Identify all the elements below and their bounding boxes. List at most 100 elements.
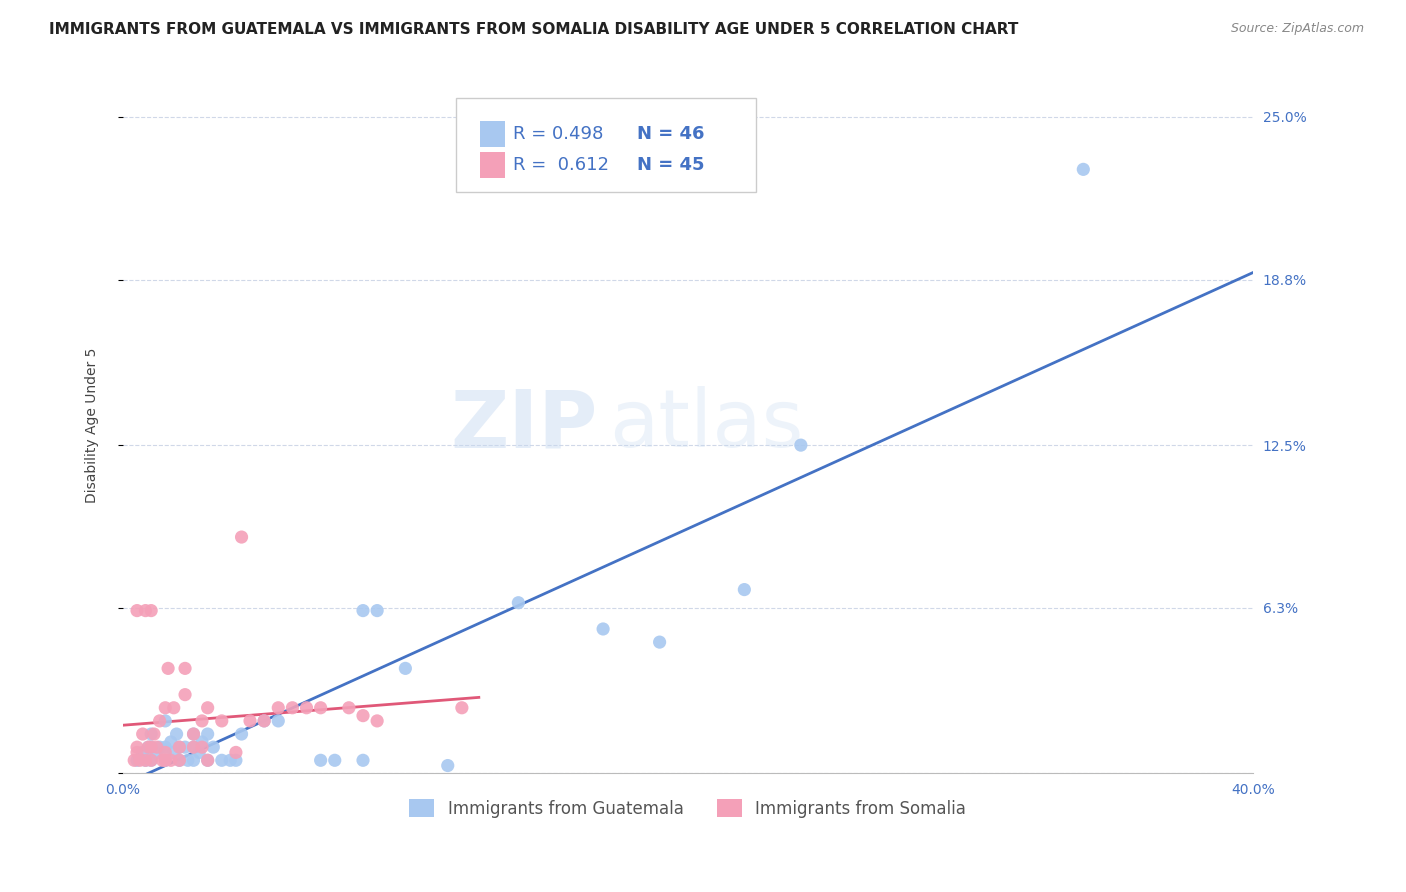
Point — [191, 740, 214, 755]
Point — [183, 753, 205, 767]
Point — [197, 727, 219, 741]
Point — [267, 714, 290, 728]
Y-axis label: Disability Age Under 5: Disability Age Under 5 — [86, 348, 100, 503]
Point — [231, 530, 253, 544]
Point — [451, 700, 474, 714]
Point — [134, 753, 156, 767]
Point — [163, 746, 186, 760]
Point — [790, 438, 813, 452]
Point — [183, 727, 205, 741]
Point — [183, 727, 205, 741]
Point — [155, 753, 177, 767]
Legend: Immigrants from Guatemala, Immigrants from Somalia: Immigrants from Guatemala, Immigrants fr… — [402, 793, 973, 824]
Point — [352, 708, 374, 723]
Text: N = 46: N = 46 — [637, 125, 704, 143]
Text: R =  0.612: R = 0.612 — [513, 156, 609, 174]
Point — [155, 746, 177, 760]
FancyBboxPatch shape — [479, 120, 505, 147]
Point — [141, 740, 163, 755]
Point — [131, 727, 153, 741]
Point — [733, 582, 755, 597]
Point — [197, 753, 219, 767]
Point — [141, 727, 163, 741]
Point — [239, 714, 262, 728]
Point — [394, 661, 416, 675]
Point — [219, 753, 242, 767]
Point — [253, 714, 276, 728]
Point — [592, 622, 614, 636]
Point — [125, 604, 148, 618]
Point — [134, 604, 156, 618]
Point — [197, 700, 219, 714]
Point — [174, 740, 197, 755]
Point — [155, 740, 177, 755]
Point — [169, 753, 191, 767]
Text: Source: ZipAtlas.com: Source: ZipAtlas.com — [1230, 22, 1364, 36]
Point — [125, 740, 148, 755]
Point — [211, 753, 233, 767]
Point — [323, 753, 346, 767]
Point — [143, 727, 166, 741]
Point — [155, 700, 177, 714]
Point — [352, 753, 374, 767]
Point — [141, 740, 163, 755]
FancyBboxPatch shape — [456, 98, 755, 193]
Point — [138, 740, 160, 755]
Point — [155, 753, 177, 767]
Point — [141, 753, 163, 767]
Point — [160, 753, 183, 767]
Point — [122, 753, 145, 767]
Point — [225, 746, 247, 760]
Point — [267, 700, 290, 714]
Point — [197, 753, 219, 767]
Point — [211, 714, 233, 728]
Point — [191, 735, 214, 749]
Point — [183, 740, 205, 755]
Text: IMMIGRANTS FROM GUATEMALA VS IMMIGRANTS FROM SOMALIA DISABILITY AGE UNDER 5 CORR: IMMIGRANTS FROM GUATEMALA VS IMMIGRANTS … — [49, 22, 1018, 37]
Point — [508, 596, 530, 610]
Point — [141, 604, 163, 618]
Point — [131, 746, 153, 760]
Point — [125, 753, 148, 767]
Point — [160, 735, 183, 749]
Point — [169, 740, 191, 755]
Point — [337, 700, 360, 714]
FancyBboxPatch shape — [479, 152, 505, 178]
Point — [128, 753, 150, 767]
Point — [166, 727, 188, 741]
Point — [174, 661, 197, 675]
Point — [225, 753, 247, 767]
Point — [146, 746, 169, 760]
Point — [141, 753, 163, 767]
Point — [436, 758, 458, 772]
Point — [149, 714, 172, 728]
Point — [169, 740, 191, 755]
Text: N = 45: N = 45 — [637, 156, 704, 174]
Point — [366, 714, 388, 728]
Point — [134, 753, 156, 767]
Point — [202, 740, 225, 755]
Point — [174, 688, 197, 702]
Point — [152, 753, 174, 767]
Point — [163, 700, 186, 714]
Text: ZIP: ZIP — [450, 386, 598, 465]
Point — [177, 753, 200, 767]
Point — [231, 727, 253, 741]
Point — [309, 753, 332, 767]
Point — [281, 700, 304, 714]
Point — [188, 746, 211, 760]
Point — [366, 604, 388, 618]
Point — [295, 700, 318, 714]
Point — [157, 661, 180, 675]
Point — [191, 714, 214, 728]
Point — [183, 740, 205, 755]
Text: atlas: atlas — [609, 386, 803, 465]
Point — [138, 740, 160, 755]
Point — [352, 604, 374, 618]
Point — [169, 753, 191, 767]
Point — [648, 635, 671, 649]
Point — [146, 740, 169, 755]
Point — [1071, 162, 1094, 177]
Point — [125, 746, 148, 760]
Point — [309, 700, 332, 714]
